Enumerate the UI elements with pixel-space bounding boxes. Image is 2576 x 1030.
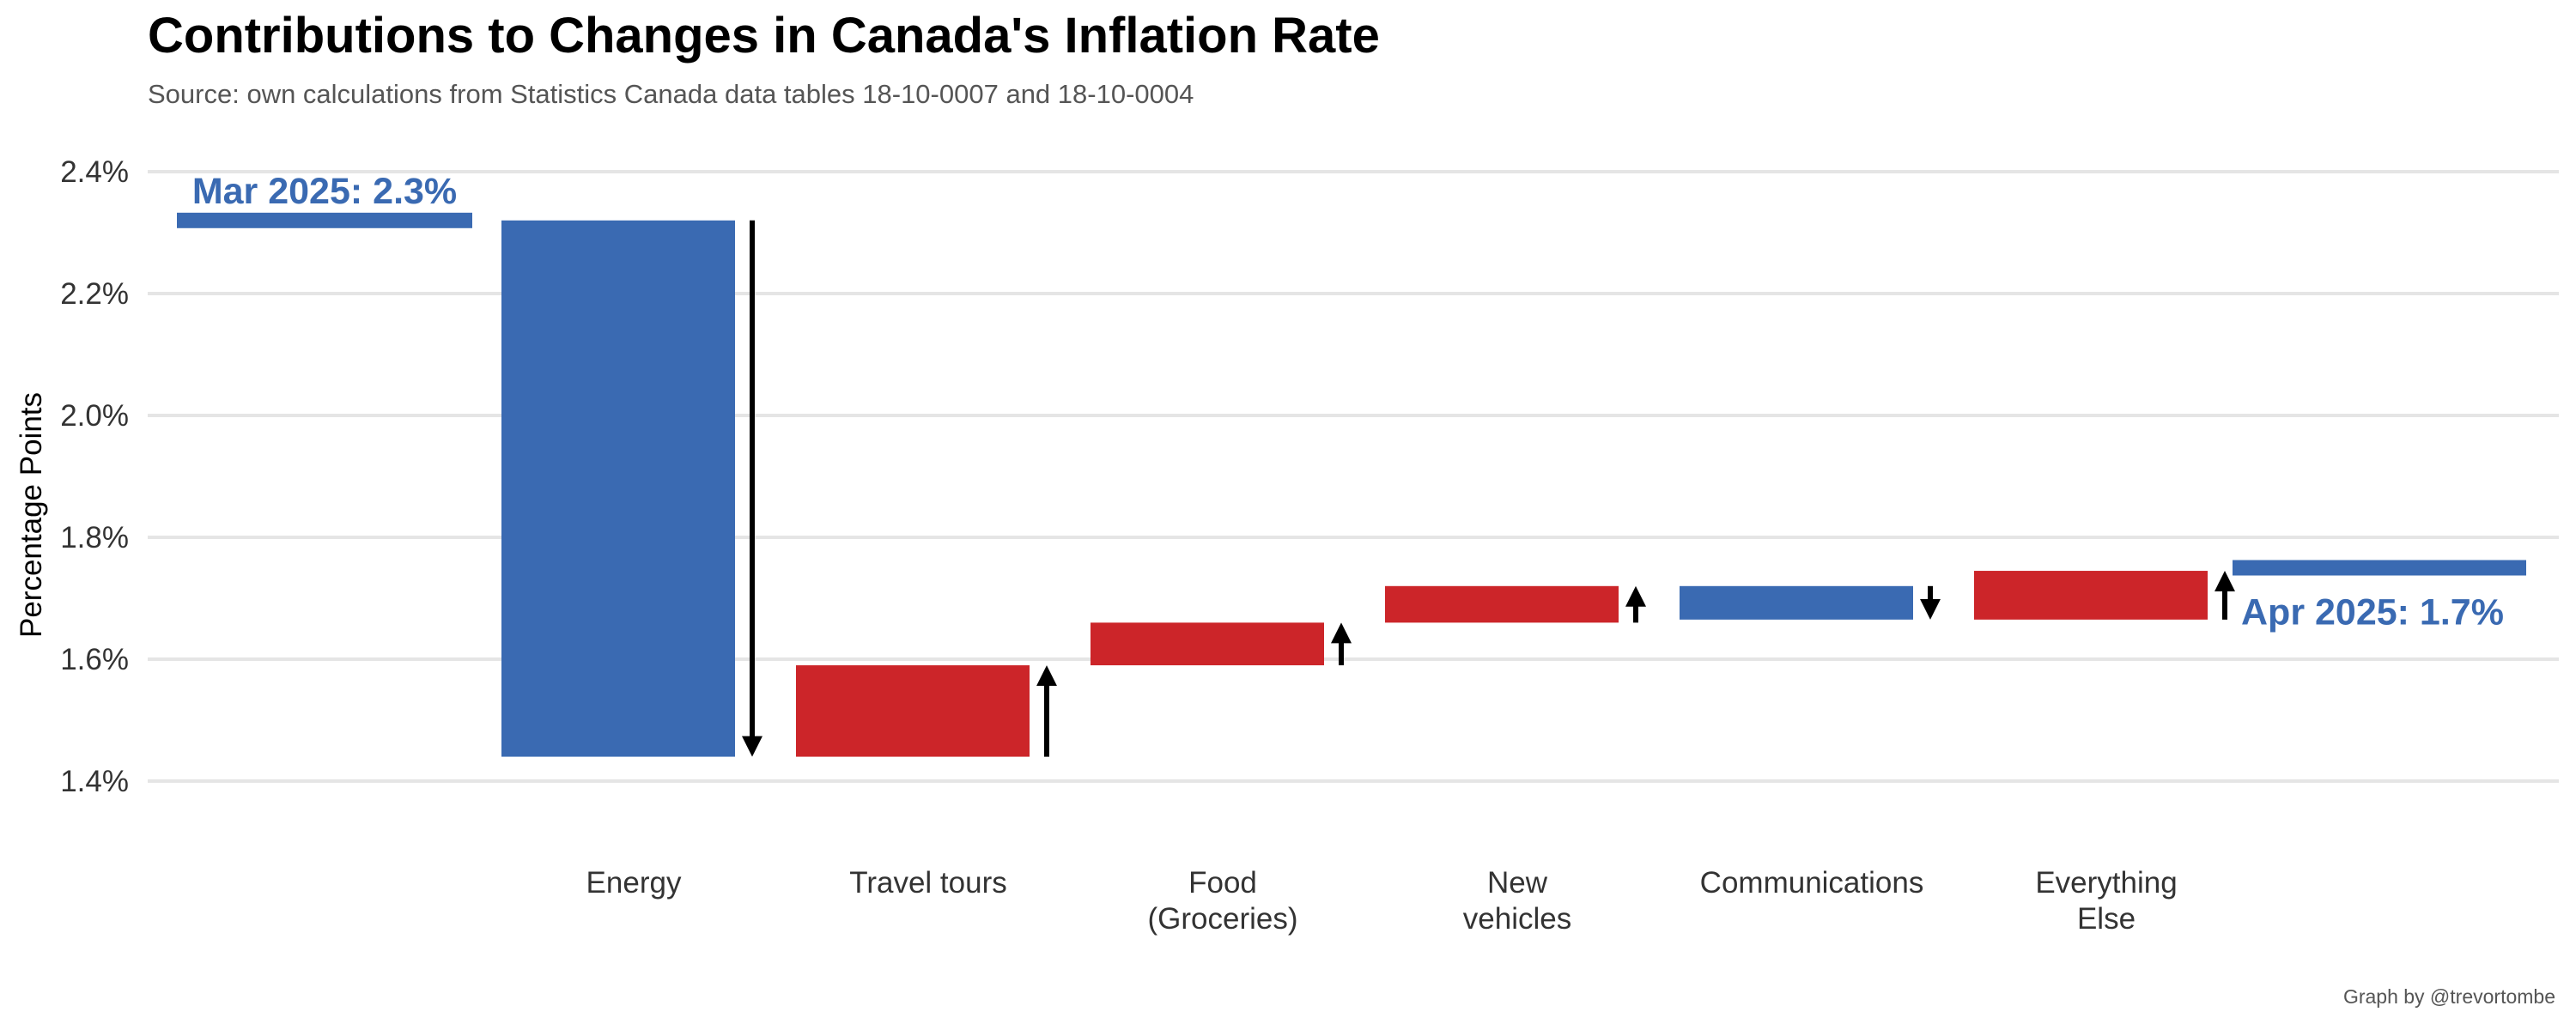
change-arrows: [742, 220, 2235, 757]
y-tick-label: 1.8%: [60, 521, 129, 554]
change-bar: [1974, 571, 2208, 620]
start-label: Mar 2025: 2.3%: [192, 171, 457, 212]
y-tick-label: 2.0%: [60, 399, 129, 433]
endpoint-labels: Mar 2025: 2.3% Apr 2025: 1.7%: [192, 171, 2504, 633]
category-label: Everything Else: [2035, 866, 2177, 936]
change-bar: [501, 220, 735, 757]
category-label: Energy: [586, 866, 682, 900]
change-bar: [1091, 622, 1324, 666]
category-label: Travel tours: [849, 866, 1006, 900]
category-label: New vehicles: [1463, 866, 1571, 936]
change-bar: [796, 665, 1030, 757]
category-labels: Energy Travel tours Food (Groceries) New vehi…: [586, 866, 2178, 936]
y-tick-label: 1.6%: [60, 643, 129, 676]
chart-subtitle: Source: own calculations from Statistics…: [148, 79, 1194, 109]
end-bar: [2233, 560, 2526, 576]
category-label: Food (Groceries): [1147, 866, 1297, 936]
end-label: Apr 2025: 1.7%: [2241, 592, 2504, 633]
y-tick-label: 2.2%: [60, 277, 129, 311]
start-bar: [177, 212, 472, 228]
bars: [177, 212, 2526, 757]
change-bar: [1385, 585, 1619, 623]
y-tick-label: 1.4%: [60, 765, 129, 798]
category-label: Communications: [1700, 866, 1924, 900]
y-tick-label: 2.4%: [60, 155, 129, 189]
y-axis-label: Percentage Points: [15, 392, 48, 638]
chart-title: Contributions to Changes in Canada's Inf…: [148, 8, 1380, 64]
change-bar: [1680, 585, 1913, 620]
caption: Graph by @trevortombe: [2342, 985, 2555, 1008]
y-tick-labels: 1.4% 1.6% 1.8% 2.0% 2.2% 2.4%: [60, 155, 129, 798]
